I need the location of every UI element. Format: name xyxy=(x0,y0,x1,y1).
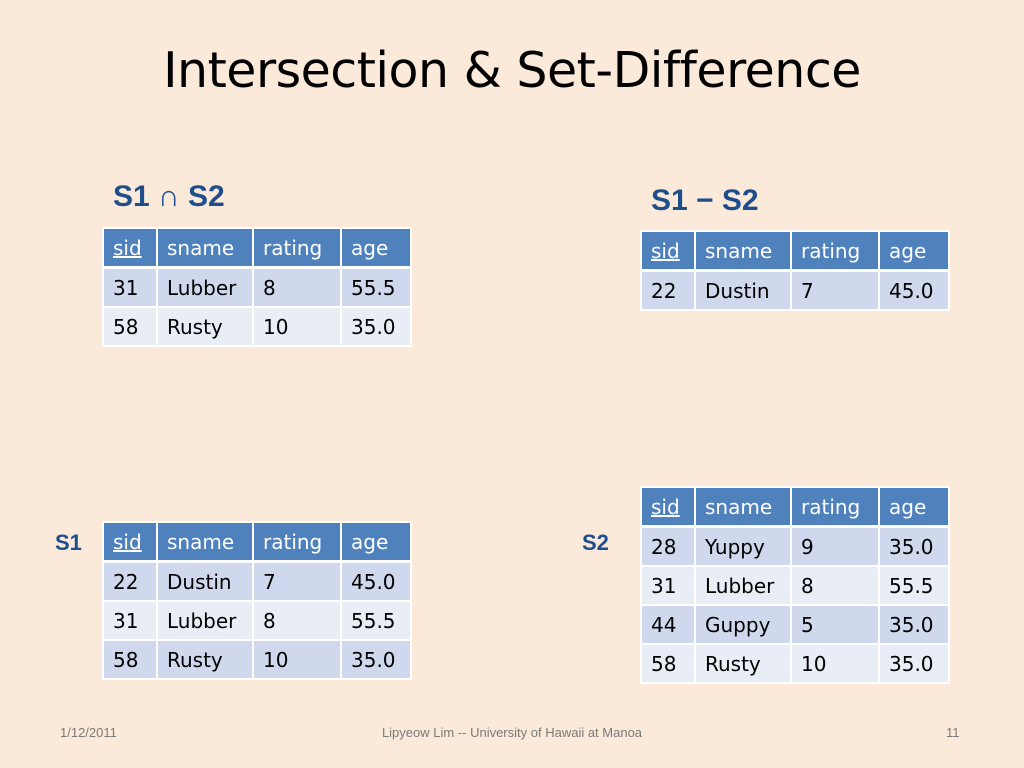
cell-sname: Lubber xyxy=(694,565,792,606)
cell-rating: 7 xyxy=(252,560,342,602)
column-header-sname: sname xyxy=(694,486,792,528)
cell-age: 55.5 xyxy=(340,266,412,308)
column-header-sid: sid xyxy=(102,227,158,269)
footer-date: 1/12/2011 xyxy=(60,725,117,740)
column-header-rating: rating xyxy=(252,227,342,269)
cell-sname: Yuppy xyxy=(694,525,792,567)
cell-age: 45.0 xyxy=(878,269,950,311)
column-header-sname: sname xyxy=(156,521,254,563)
table-row: 58 Rusty 10 35.0 xyxy=(640,643,950,684)
cell-sid: 28 xyxy=(640,525,696,567)
cell-sid: 44 xyxy=(640,604,696,645)
column-header-rating: rating xyxy=(790,486,880,528)
column-header-sid: sid xyxy=(102,521,158,563)
cell-sid: 31 xyxy=(102,266,158,308)
s2-label: S2 xyxy=(582,530,609,555)
cell-sname: Lubber xyxy=(156,600,254,641)
cell-sid: 31 xyxy=(102,600,158,641)
page-number: 11 xyxy=(946,725,960,740)
cell-rating: 10 xyxy=(252,306,342,347)
table-row: 22 Dustin 7 45.0 xyxy=(640,269,950,311)
header-row: sid sname rating age xyxy=(102,227,412,269)
cell-sname: Guppy xyxy=(694,604,792,645)
difference-label: S1 − S2 xyxy=(651,184,759,217)
cell-sid: 58 xyxy=(102,639,158,680)
cell-sname: Rusty xyxy=(694,643,792,684)
table-row: 44 Guppy 5 35.0 xyxy=(640,604,950,645)
cell-rating: 9 xyxy=(790,525,880,567)
column-header-rating: rating xyxy=(252,521,342,563)
s1-table: sid sname rating age 22 Dustin 7 45.0 31 Lubber 8 5… xyxy=(102,521,412,680)
cell-age: 35.0 xyxy=(340,639,412,680)
header-row: sid sname rating age xyxy=(640,230,950,272)
footer-author: Lipyeow Lim -- University of Hawaii at M… xyxy=(381,725,643,740)
cell-rating: 8 xyxy=(790,565,880,606)
cell-sid: 31 xyxy=(640,565,696,606)
cell-sname: Dustin xyxy=(156,560,254,602)
cell-age: 45.0 xyxy=(340,560,412,602)
cell-age: 35.0 xyxy=(878,525,950,567)
cell-sid: 22 xyxy=(102,560,158,602)
cell-sid: 58 xyxy=(640,643,696,684)
s2-table: sid sname rating age 28 Yuppy 9 35.0 31 Lubber 8 55… xyxy=(640,486,950,684)
table-row: 28 Yuppy 9 35.0 xyxy=(640,525,950,567)
table-row: 31 Lubber 8 55.5 xyxy=(102,266,412,308)
cell-sname: Lubber xyxy=(156,266,254,308)
table-row: 31 Lubber 8 55.5 xyxy=(640,565,950,606)
table-row: 31 Lubber 8 55.5 xyxy=(102,600,412,641)
cell-rating: 10 xyxy=(252,639,342,680)
intersection-table: sid sname rating age 31 Lubber 8 55.5 58 Rusty 10 3… xyxy=(102,227,412,347)
cell-sid: 22 xyxy=(640,269,696,311)
slide-title: Intersection & Set-Difference xyxy=(163,42,861,99)
cell-rating: 5 xyxy=(790,604,880,645)
s1-label: S1 xyxy=(55,530,82,555)
table-row: 58 Rusty 10 35.0 xyxy=(102,639,412,680)
cell-age: 35.0 xyxy=(878,643,950,684)
column-header-age: age xyxy=(340,521,412,563)
column-header-sname: sname xyxy=(156,227,254,269)
header-row: sid sname rating age xyxy=(102,521,412,563)
table-row: 22 Dustin 7 45.0 xyxy=(102,560,412,602)
cell-rating: 10 xyxy=(790,643,880,684)
cell-age: 35.0 xyxy=(340,306,412,347)
cell-sname: Rusty xyxy=(156,639,254,680)
cell-age: 35.0 xyxy=(878,604,950,645)
table-row: 58 Rusty 10 35.0 xyxy=(102,306,412,347)
column-header-sname: sname xyxy=(694,230,792,272)
cell-sname: Dustin xyxy=(694,269,792,311)
column-header-age: age xyxy=(340,227,412,269)
column-header-age: age xyxy=(878,230,950,272)
cell-rating: 8 xyxy=(252,600,342,641)
cell-age: 55.5 xyxy=(340,600,412,641)
cell-age: 55.5 xyxy=(878,565,950,606)
column-header-sid: sid xyxy=(640,230,696,272)
cell-sname: Rusty xyxy=(156,306,254,347)
difference-table: sid sname rating age 22 Dustin 7 45.0 xyxy=(640,230,950,311)
intersection-label: S1 ∩ S2 xyxy=(113,180,225,213)
cell-rating: 7 xyxy=(790,269,880,311)
cell-rating: 8 xyxy=(252,266,342,308)
column-header-age: age xyxy=(878,486,950,528)
header-row: sid sname rating age xyxy=(640,486,950,528)
cell-sid: 58 xyxy=(102,306,158,347)
column-header-sid: sid xyxy=(640,486,696,528)
column-header-rating: rating xyxy=(790,230,880,272)
